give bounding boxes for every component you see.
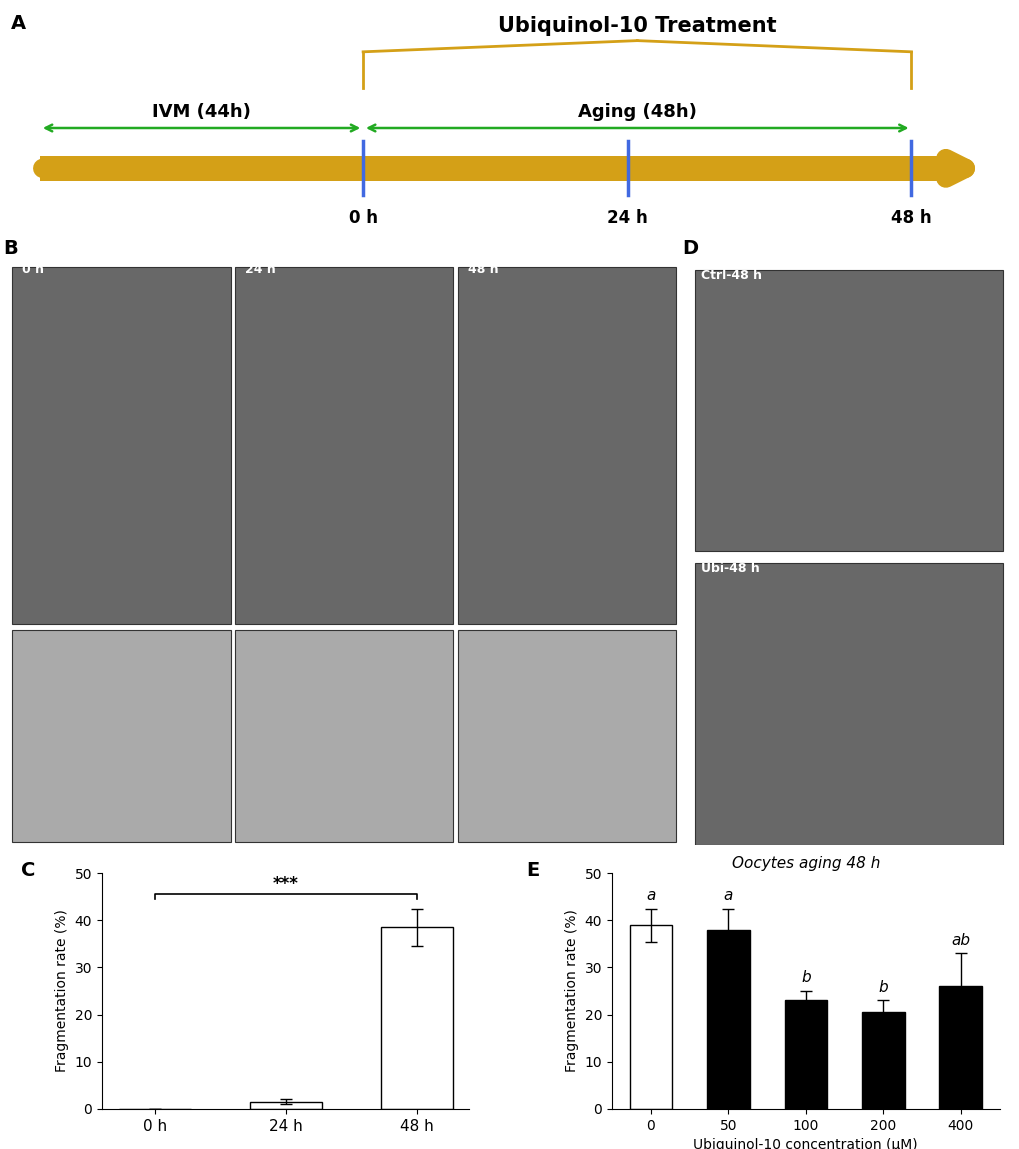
Bar bbox=[12, 630, 230, 841]
Y-axis label: Fragmentation rate (%): Fragmentation rate (%) bbox=[565, 910, 579, 1072]
Text: b: b bbox=[800, 971, 810, 986]
Title: Oocytes aging 48 h: Oocytes aging 48 h bbox=[731, 856, 879, 871]
Text: IVM (44h): IVM (44h) bbox=[152, 103, 251, 122]
Text: C: C bbox=[21, 862, 36, 880]
Text: b: b bbox=[877, 980, 888, 995]
Bar bbox=[694, 270, 1003, 552]
Text: 48 h: 48 h bbox=[467, 263, 497, 276]
Bar bbox=[458, 268, 676, 624]
Text: D: D bbox=[682, 239, 698, 259]
Bar bbox=[234, 630, 452, 841]
Bar bbox=[380, 927, 452, 1109]
Bar bbox=[694, 563, 1003, 845]
Text: 24 h: 24 h bbox=[245, 263, 275, 276]
Bar bbox=[938, 986, 981, 1109]
Text: Ctrl-48 h: Ctrl-48 h bbox=[701, 269, 761, 282]
Text: A: A bbox=[10, 14, 25, 32]
Bar bbox=[861, 1012, 904, 1109]
X-axis label: Ubiquinol-10 concentration (μM): Ubiquinol-10 concentration (μM) bbox=[693, 1138, 917, 1149]
Text: Ubi-48 h: Ubi-48 h bbox=[701, 562, 759, 574]
Y-axis label: Fragmentation rate (%): Fragmentation rate (%) bbox=[55, 910, 69, 1072]
Text: 48 h: 48 h bbox=[891, 209, 931, 226]
Text: ***: *** bbox=[272, 876, 299, 894]
Bar bbox=[234, 268, 452, 624]
Bar bbox=[40, 156, 960, 180]
Text: E: E bbox=[526, 862, 539, 880]
Bar bbox=[12, 268, 230, 624]
Text: 0 h: 0 h bbox=[348, 209, 377, 226]
Bar bbox=[629, 925, 672, 1109]
Text: 0 h: 0 h bbox=[22, 263, 44, 276]
Text: Aging (48h): Aging (48h) bbox=[578, 103, 696, 122]
Text: 24 h: 24 h bbox=[606, 209, 647, 226]
Text: Ubiquinol-10 Treatment: Ubiquinol-10 Treatment bbox=[497, 16, 775, 36]
Text: a: a bbox=[646, 888, 655, 903]
Bar bbox=[784, 1001, 826, 1109]
Bar bbox=[458, 630, 676, 841]
Bar bbox=[250, 1102, 321, 1109]
Text: B: B bbox=[3, 239, 18, 259]
Bar bbox=[706, 930, 749, 1109]
Text: a: a bbox=[722, 888, 733, 903]
Text: ab: ab bbox=[951, 933, 969, 948]
